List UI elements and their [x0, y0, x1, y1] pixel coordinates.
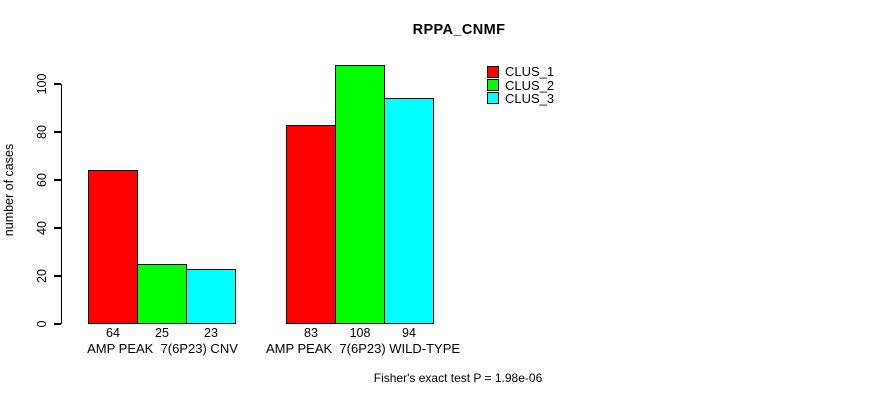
bar-value-label: 64	[106, 326, 120, 340]
bar-clus_1-group2	[286, 124, 336, 324]
y-axis-title: number of cases	[2, 143, 16, 237]
legend: CLUS_1 CLUS_2 CLUS_3	[487, 64, 555, 106]
y-tick-label: 40	[35, 221, 49, 235]
y-tick-mark	[54, 227, 61, 229]
legend-item-clus_3: CLUS_3	[487, 90, 555, 106]
legend-item-clus_1: CLUS_1	[487, 64, 555, 80]
legend-label: CLUS_1	[505, 64, 555, 80]
y-tick-mark	[54, 131, 61, 133]
bar-clus_2-group2	[335, 64, 385, 324]
legend-item-clus_2: CLUS_2	[487, 77, 555, 93]
y-tick-mark	[54, 275, 61, 277]
stat-note: Fisher's exact test P = 1.98e-06	[373, 371, 543, 385]
y-tick-label: 80	[35, 125, 49, 139]
legend-label: CLUS_3	[505, 90, 555, 106]
bar-clus_1-group1	[88, 170, 138, 324]
chart-title: RPPA_CNMF	[412, 22, 506, 38]
y-tick-label: 60	[35, 173, 49, 187]
x-axis-group-label: AMP PEAK 7(6P23) WILD-TYPE	[265, 341, 461, 356]
bar-value-label: 83	[304, 326, 318, 340]
legend-label: CLUS_2	[505, 77, 555, 93]
x-axis-group-label: AMP PEAK 7(6P23) CNV	[87, 341, 238, 356]
y-tick-label: 20	[35, 269, 49, 283]
bar-value-label: 25	[155, 326, 169, 340]
y-tick-mark	[54, 323, 61, 325]
y-tick-label: 100	[35, 73, 49, 95]
legend-swatch-clus_3	[487, 92, 499, 105]
y-tick-label: 0	[35, 320, 49, 328]
legend-swatch-clus_2	[487, 79, 499, 92]
bar-value-label: 108	[349, 326, 371, 340]
bar-clus_3-group2	[384, 98, 434, 324]
bar-value-label: 23	[204, 326, 218, 340]
bar-clus_3-group1	[186, 268, 236, 324]
y-tick-mark	[54, 179, 61, 181]
bar-clus_2-group1	[137, 264, 187, 324]
y-axis-line	[61, 84, 63, 324]
legend-swatch-clus_1	[487, 65, 499, 78]
bar-value-label: 94	[402, 326, 416, 340]
y-tick-mark	[54, 83, 61, 85]
